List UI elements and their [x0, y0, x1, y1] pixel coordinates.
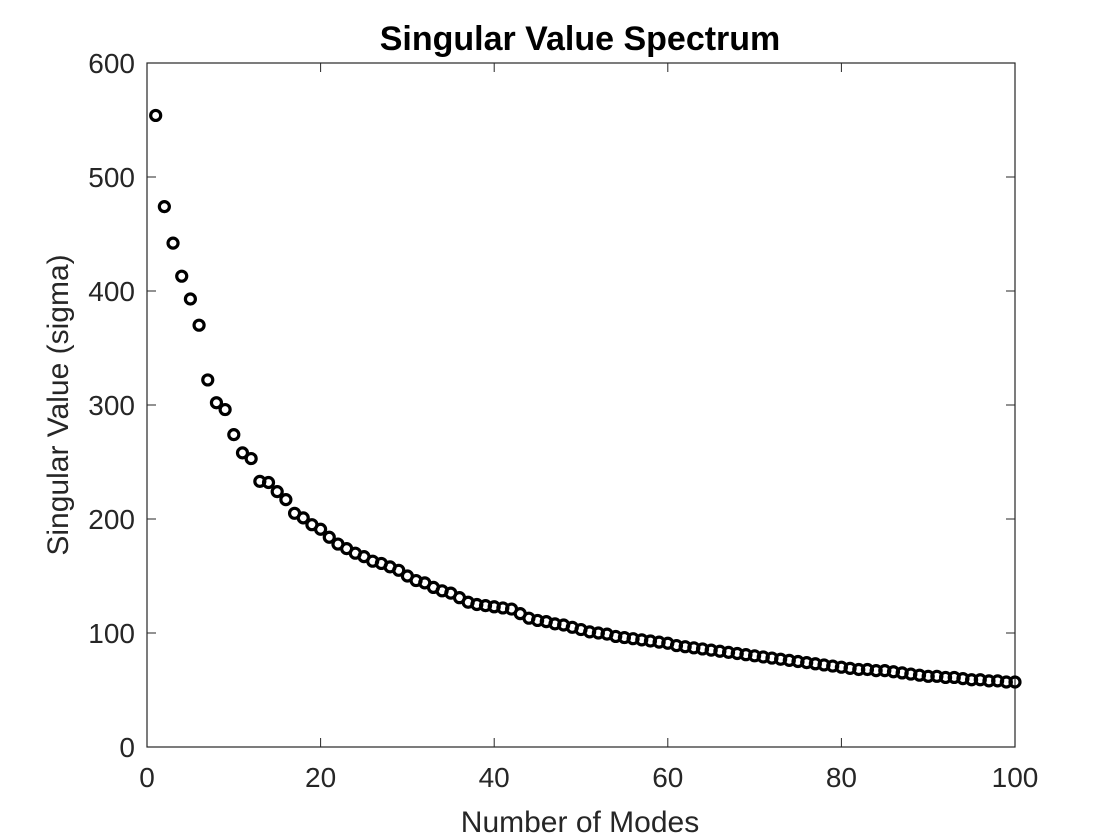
data-point — [279, 493, 293, 507]
x-tick-label: 60 — [652, 762, 683, 793]
y-tick-label: 300 — [88, 390, 135, 421]
data-point — [261, 475, 276, 490]
x-axis-label: Number of Modes — [461, 806, 699, 839]
x-tick-label: 100 — [992, 762, 1039, 793]
y-tick-label: 0 — [119, 732, 135, 763]
y-tick-label: 100 — [88, 618, 135, 649]
plot-area — [146, 62, 1016, 748]
data-point — [235, 446, 250, 460]
data-point — [314, 522, 328, 536]
y-tick-label: 200 — [88, 504, 135, 535]
data-point — [227, 428, 241, 442]
data-point — [209, 396, 224, 410]
data-point — [201, 373, 215, 387]
chart-title: Singular Value Spectrum — [380, 20, 781, 58]
data-points — [149, 108, 1022, 689]
y-axis-label: Singular Value (sigma) — [42, 254, 75, 555]
x-tick-label: 40 — [479, 762, 510, 793]
x-axis-ticks: 0 20 40 60 80 100 — [139, 63, 1038, 793]
data-point — [157, 200, 171, 214]
y-tick-label: 600 — [88, 48, 135, 79]
data-point — [175, 269, 189, 283]
x-tick-label: 80 — [826, 762, 857, 793]
data-point — [149, 108, 163, 123]
data-point — [322, 530, 336, 544]
plot-box — [146, 62, 1016, 748]
data-point — [166, 236, 180, 250]
data-point — [192, 318, 206, 332]
data-point — [296, 511, 310, 525]
data-point — [1008, 675, 1022, 689]
data-point — [270, 485, 284, 499]
y-axis-ticks: 0 100 200 300 400 500 600 — [88, 48, 1015, 763]
x-tick-label: 20 — [305, 762, 336, 793]
y-tick-label: 400 — [88, 276, 135, 307]
y-tick-label: 500 — [88, 162, 135, 193]
data-point — [392, 563, 406, 577]
x-tick-label: 0 — [139, 762, 155, 793]
data-point — [183, 292, 197, 306]
data-point — [244, 451, 258, 466]
data-point — [218, 402, 232, 417]
